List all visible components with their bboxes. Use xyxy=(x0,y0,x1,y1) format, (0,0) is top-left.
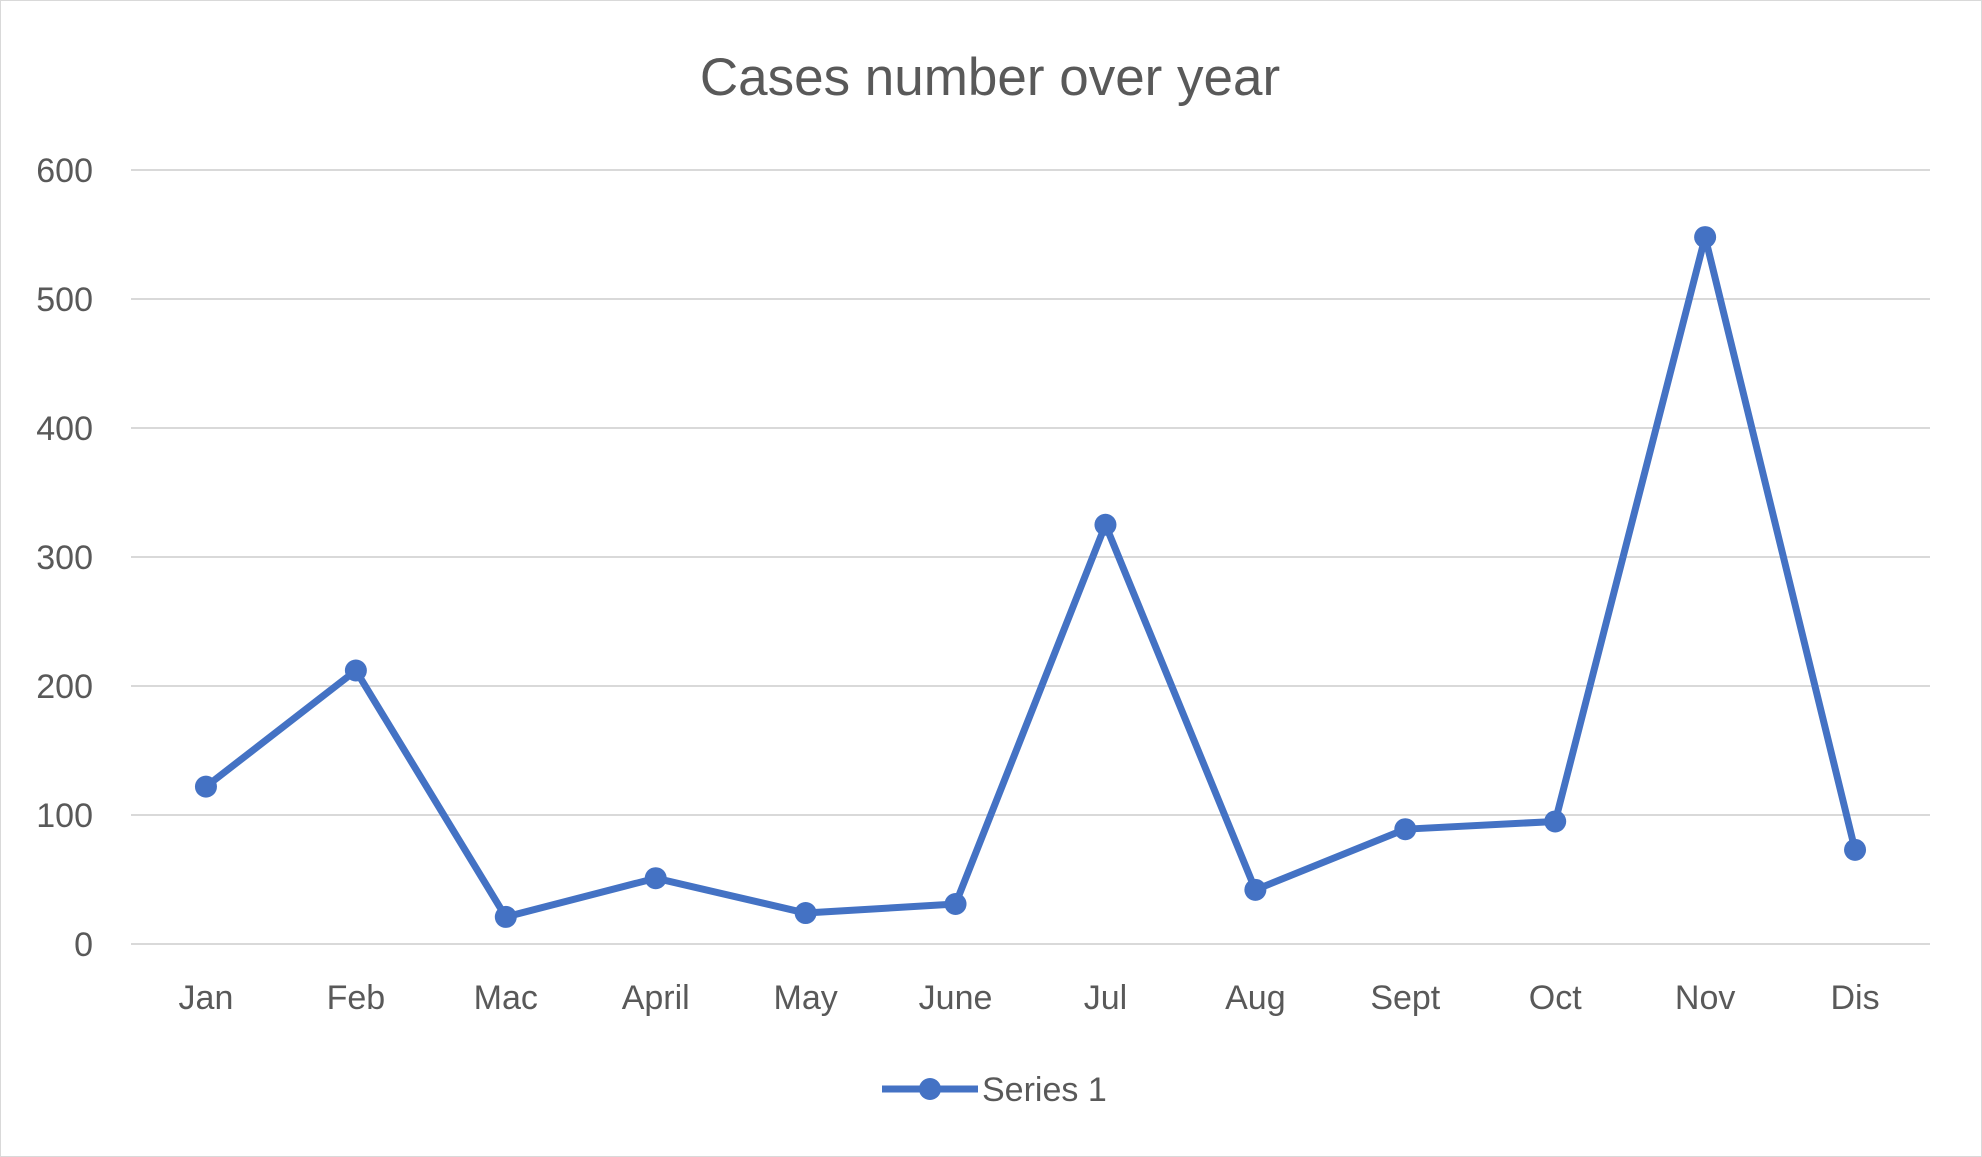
x-tick-label: Feb xyxy=(327,979,386,1017)
legend-label: Series 1 xyxy=(982,1071,1107,1109)
x-tick-label: Dis xyxy=(1830,979,1879,1017)
data-point-jan xyxy=(194,775,217,798)
y-tick-label: 400 xyxy=(36,410,93,448)
series-group xyxy=(194,226,1867,928)
y-tick-label: 300 xyxy=(36,539,93,577)
x-tick-label: Jan xyxy=(179,979,234,1017)
data-point-may xyxy=(794,902,817,925)
data-point-mac xyxy=(494,905,517,928)
legend-marker-icon xyxy=(919,1078,941,1100)
x-tick-label: Mac xyxy=(474,979,538,1017)
y-tick-label: 0 xyxy=(74,926,93,964)
x-tick-label: April xyxy=(622,979,690,1017)
x-tick-label: Nov xyxy=(1675,979,1735,1017)
data-point-jul xyxy=(1094,513,1117,536)
x-tick-label: June xyxy=(919,979,993,1017)
x-tick-label: Sept xyxy=(1370,979,1440,1017)
y-axis-ticks: 0 100 200 300 400 500 600 xyxy=(36,152,93,964)
x-tick-label: Oct xyxy=(1529,979,1582,1017)
data-point-oct xyxy=(1544,810,1567,833)
series-line xyxy=(202,233,1859,921)
data-point-dis xyxy=(1844,838,1867,861)
x-axis-ticks: Jan Feb Mac April May June Jul Aug Sept Oct Nov Dis xyxy=(179,979,1880,1017)
legend: Series 1 xyxy=(882,1071,1107,1109)
data-point-nov xyxy=(1694,226,1717,249)
x-tick-label: Jul xyxy=(1084,979,1127,1017)
chart-title: Cases number over year xyxy=(700,48,1280,107)
y-tick-label: 600 xyxy=(36,152,93,190)
y-tick-label: 200 xyxy=(36,668,93,706)
data-point-april xyxy=(644,867,667,890)
gridlines xyxy=(131,169,1930,945)
y-tick-label: 100 xyxy=(36,797,93,835)
x-tick-label: Aug xyxy=(1225,979,1286,1017)
data-point-june xyxy=(944,893,967,916)
x-tick-label: May xyxy=(774,979,838,1017)
data-point-feb xyxy=(344,659,367,682)
data-point-sept xyxy=(1394,818,1417,841)
y-tick-label: 500 xyxy=(36,281,93,319)
data-point-aug xyxy=(1244,878,1267,901)
